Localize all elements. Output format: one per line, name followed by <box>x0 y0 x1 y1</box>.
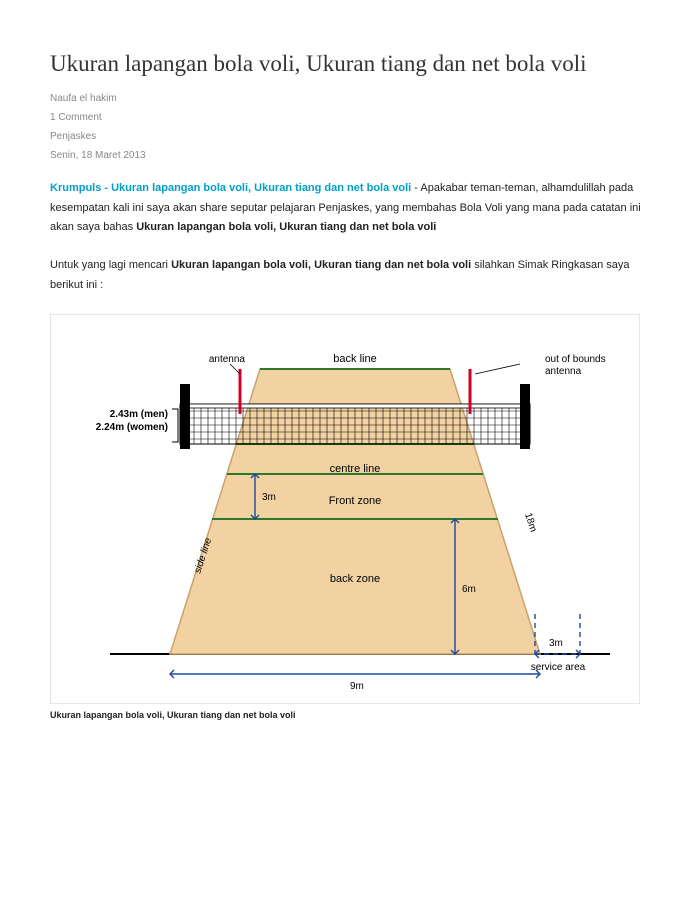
svg-text:6m: 6m <box>462 584 476 595</box>
p2-bold: Ukuran lapangan bola voli, Ukuran tiang … <box>171 259 471 271</box>
intro-bold: Ukuran lapangan bola voli, Ukuran tiang … <box>136 221 436 233</box>
svg-text:service area: service area <box>531 662 586 673</box>
volleyball-court-diagram: 3m6m3m9m18mside lineantennaback lineout … <box>50 314 640 704</box>
svg-text:2.24m (women): 2.24m (women) <box>96 422 168 433</box>
author-line: Naufa el hakim <box>50 93 641 104</box>
svg-text:out of bounds: out of bounds <box>545 354 606 365</box>
svg-text:back line: back line <box>333 353 376 365</box>
court-figure: 3m6m3m9m18mside lineantennaback lineout … <box>50 314 641 704</box>
svg-text:2.43m (men): 2.43m (men) <box>110 409 168 420</box>
svg-text:3m: 3m <box>549 638 563 649</box>
page-title: Ukuran lapangan bola voli, Ukuran tiang … <box>50 50 641 79</box>
svg-text:9m: 9m <box>350 681 364 692</box>
category-line[interactable]: Penjaskes <box>50 131 641 142</box>
comments-line[interactable]: 1 Comment <box>50 112 641 123</box>
figure-caption: Ukuran lapangan bola voli, Ukuran tiang … <box>50 710 641 720</box>
intro-paragraph: Krumpuls - Ukuran lapangan bola voli, Uk… <box>50 179 641 238</box>
svg-text:antenna: antenna <box>545 366 582 377</box>
second-paragraph: Untuk yang lagi mencari Ukuran lapangan … <box>50 256 641 296</box>
document-page: Ukuran lapangan bola voli, Ukuran tiang … <box>0 0 691 921</box>
svg-text:centre line: centre line <box>330 463 381 475</box>
date-line: Senin, 18 Maret 2013 <box>50 150 641 161</box>
p2-a: Untuk yang lagi mencari <box>50 259 171 271</box>
svg-text:antenna: antenna <box>209 354 246 365</box>
svg-text:back zone: back zone <box>330 573 380 585</box>
svg-text:3m: 3m <box>262 492 276 503</box>
svg-text:Front zone: Front zone <box>329 495 382 507</box>
source-link[interactable]: Krumpuls - Ukuran lapangan bola voli, Uk… <box>50 182 411 194</box>
